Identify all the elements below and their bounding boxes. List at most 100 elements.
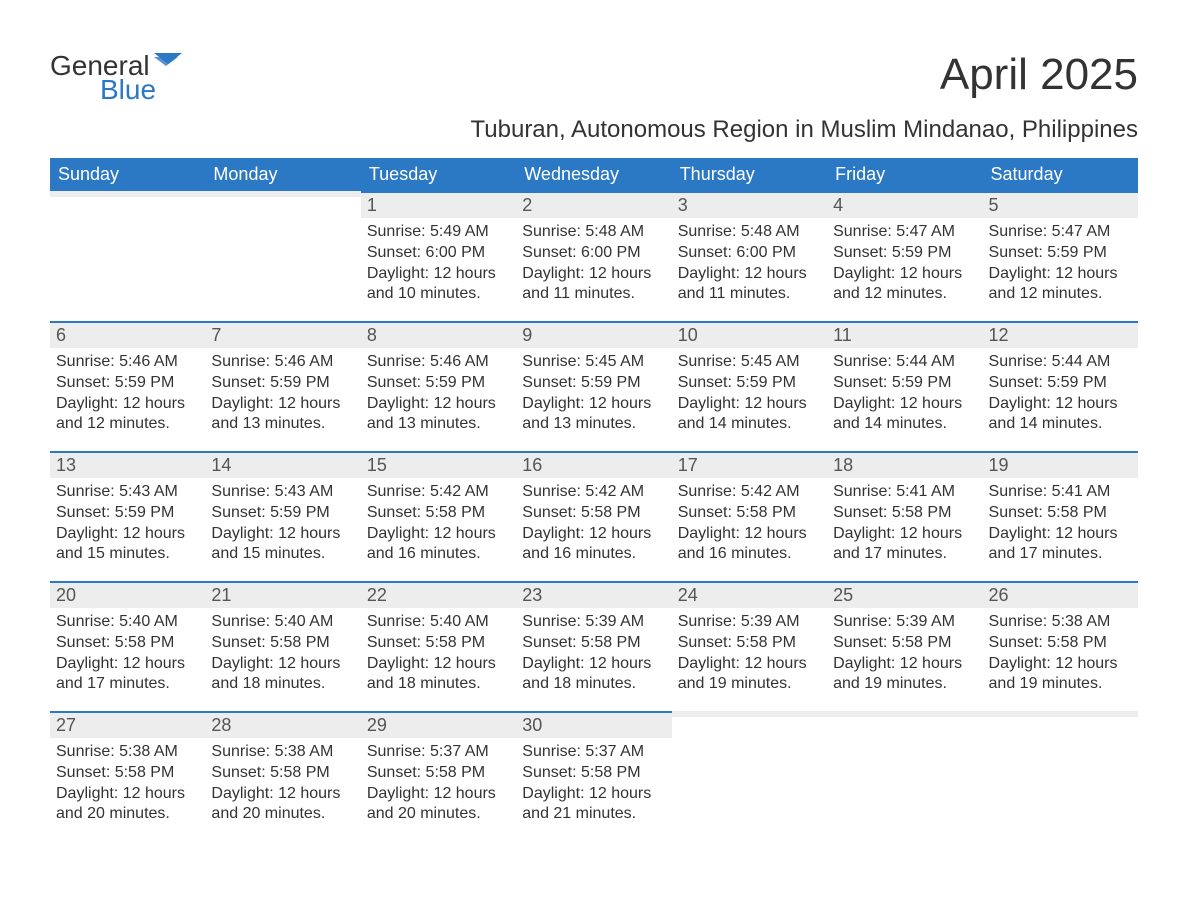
day-line: Sunset: 5:59 PM <box>989 373 1132 394</box>
day-line: Daylight: 12 hours and 16 minutes. <box>678 524 821 566</box>
calendar-cell: 29Sunrise: 5:37 AMSunset: 5:58 PMDayligh… <box>361 711 516 841</box>
calendar-cell: 17 Sunrise: 5:42 AMSunset: 5:58 PMDayligh… <box>672 451 827 581</box>
day-line: Sunrise: 5:45 AM <box>678 352 821 373</box>
day-number: 10 <box>672 321 827 348</box>
calendar-cell: 26Sunrise: 5:38 AMSunset: 5:58 PMDayligh… <box>983 581 1138 711</box>
day-line: Daylight: 12 hours and 11 minutes. <box>522 264 665 306</box>
day-line: Sunrise: 5:48 AM <box>678 222 821 243</box>
day-line: Daylight: 12 hours and 10 minutes. <box>367 264 510 306</box>
calendar-cell: 12Sunrise: 5:44 AMSunset: 5:59 PMDayligh… <box>983 321 1138 451</box>
day-line: Sunrise: 5:42 AM <box>678 482 821 503</box>
calendar-cell: 16Sunrise: 5:42 AMSunset: 5:58 PMDayligh… <box>516 451 671 581</box>
day-number: 17 <box>672 451 827 478</box>
day-body: Sunrise: 5:49 AMSunset: 6:00 PMDaylight:… <box>361 218 516 305</box>
day-line: Sunrise: 5:47 AM <box>989 222 1132 243</box>
day-line: Sunset: 5:59 PM <box>211 373 354 394</box>
calendar-cell: 8Sunrise: 5:46 AMSunset: 5:59 PMDaylight… <box>361 321 516 451</box>
weekday-header: Saturday <box>983 158 1138 191</box>
day-number: 4 <box>827 191 982 218</box>
day-number: 16 <box>516 451 671 478</box>
day-line: Sunset: 5:58 PM <box>211 633 354 654</box>
day-line: Daylight: 12 hours and 20 minutes. <box>56 784 199 826</box>
day-line: Daylight: 12 hours and 17 minutes. <box>56 654 199 696</box>
day-line: Sunset: 5:59 PM <box>989 243 1132 264</box>
day-line: Daylight: 12 hours and 19 minutes. <box>833 654 976 696</box>
day-number: 3 <box>672 191 827 218</box>
calendar-cell: 3Sunrise: 5:48 AMSunset: 6:00 PMDaylight… <box>672 191 827 321</box>
day-line: Sunset: 5:59 PM <box>833 373 976 394</box>
day-line: Sunset: 5:58 PM <box>678 503 821 524</box>
day-line: Sunset: 5:58 PM <box>522 633 665 654</box>
day-line: Daylight: 12 hours and 15 minutes. <box>211 524 354 566</box>
day-line: Sunrise: 5:46 AM <box>367 352 510 373</box>
day-line: Daylight: 12 hours and 12 minutes. <box>833 264 976 306</box>
day-body: Sunrise: 5:48 AMSunset: 6:00 PMDaylight:… <box>516 218 671 305</box>
calendar-week: 20Sunrise: 5:40 AMSunset: 5:58 PMDayligh… <box>50 581 1138 711</box>
day-line: Sunset: 5:58 PM <box>367 633 510 654</box>
day-body: Sunrise: 5:47 AMSunset: 5:59 PMDaylight:… <box>983 218 1138 305</box>
calendar-cell <box>983 711 1138 841</box>
calendar-cell: 23Sunrise: 5:39 AMSunset: 5:58 PMDayligh… <box>516 581 671 711</box>
day-number: 23 <box>516 581 671 608</box>
day-line: Daylight: 12 hours and 19 minutes. <box>678 654 821 696</box>
day-body: Sunrise: 5:43 AMSunset: 5:59 PMDaylight:… <box>50 478 205 565</box>
day-line: Daylight: 12 hours and 17 minutes. <box>833 524 976 566</box>
day-line: Sunrise: 5:46 AM <box>56 352 199 373</box>
day-line: Sunset: 5:58 PM <box>56 633 199 654</box>
day-line: Daylight: 12 hours and 21 minutes. <box>522 784 665 826</box>
day-line: Daylight: 12 hours and 15 minutes. <box>56 524 199 566</box>
weekday-row: SundayMondayTuesdayWednesdayThursdayFrid… <box>50 158 1138 191</box>
day-number: 21 <box>205 581 360 608</box>
day-body: Sunrise: 5:41 AMSunset: 5:58 PMDaylight:… <box>827 478 982 565</box>
day-body: Sunrise: 5:40 AMSunset: 5:58 PMDaylight:… <box>361 608 516 695</box>
header: General Blue April 2025 <box>50 50 1138 106</box>
day-body: Sunrise: 5:44 AMSunset: 5:59 PMDaylight:… <box>827 348 982 435</box>
calendar-cell: 24Sunrise: 5:39 AMSunset: 5:58 PMDayligh… <box>672 581 827 711</box>
calendar-cell: 30Sunrise: 5:37 AMSunset: 5:58 PMDayligh… <box>516 711 671 841</box>
calendar-cell: 4Sunrise: 5:47 AMSunset: 5:59 PMDaylight… <box>827 191 982 321</box>
day-body: Sunrise: 5:42 AMSunset: 5:58 PMDaylight:… <box>516 478 671 565</box>
weekday-header: Monday <box>205 158 360 191</box>
day-body: Sunrise: 5:46 AMSunset: 5:59 PMDaylight:… <box>205 348 360 435</box>
day-line: Daylight: 12 hours and 19 minutes. <box>989 654 1132 696</box>
day-line: Sunset: 5:58 PM <box>989 503 1132 524</box>
day-line: Sunset: 5:59 PM <box>678 373 821 394</box>
day-line: Sunset: 6:00 PM <box>678 243 821 264</box>
logo-text-blue: Blue <box>100 74 156 106</box>
day-body: Sunrise: 5:48 AMSunset: 6:00 PMDaylight:… <box>672 218 827 305</box>
day-line: Sunset: 5:59 PM <box>56 373 199 394</box>
day-line: Sunset: 6:00 PM <box>522 243 665 264</box>
day-line: Sunrise: 5:37 AM <box>367 742 510 763</box>
day-line: Sunrise: 5:40 AM <box>211 612 354 633</box>
day-body: Sunrise: 5:43 AMSunset: 5:59 PMDaylight:… <box>205 478 360 565</box>
day-line: Sunrise: 5:38 AM <box>989 612 1132 633</box>
day-line: Sunset: 5:58 PM <box>522 503 665 524</box>
day-number: 19 <box>983 451 1138 478</box>
calendar-cell <box>672 711 827 841</box>
day-number: 20 <box>50 581 205 608</box>
day-number: 2 <box>516 191 671 218</box>
weekday-header: Wednesday <box>516 158 671 191</box>
calendar-cell: 6Sunrise: 5:46 AMSunset: 5:59 PMDaylight… <box>50 321 205 451</box>
day-line: Sunset: 5:58 PM <box>989 633 1132 654</box>
day-line: Sunrise: 5:43 AM <box>56 482 199 503</box>
calendar-cell: 1Sunrise: 5:49 AMSunset: 6:00 PMDaylight… <box>361 191 516 321</box>
day-line: Daylight: 12 hours and 18 minutes. <box>367 654 510 696</box>
day-body: Sunrise: 5:38 AMSunset: 5:58 PMDaylight:… <box>205 738 360 825</box>
day-number: 27 <box>50 711 205 738</box>
day-number <box>983 711 1138 717</box>
day-line: Sunrise: 5:39 AM <box>522 612 665 633</box>
day-body: Sunrise: 5:38 AMSunset: 5:58 PMDaylight:… <box>983 608 1138 695</box>
day-number: 5 <box>983 191 1138 218</box>
day-line: Daylight: 12 hours and 12 minutes. <box>56 394 199 436</box>
day-body: Sunrise: 5:47 AMSunset: 5:59 PMDaylight:… <box>827 218 982 305</box>
day-number <box>50 191 205 197</box>
day-line: Sunrise: 5:44 AM <box>833 352 976 373</box>
day-body: Sunrise: 5:39 AMSunset: 5:58 PMDaylight:… <box>672 608 827 695</box>
day-body: Sunrise: 5:42 AMSunset: 5:58 PMDaylight:… <box>361 478 516 565</box>
day-body: Sunrise: 5:40 AMSunset: 5:58 PMDaylight:… <box>50 608 205 695</box>
calendar-cell: 21Sunrise: 5:40 AMSunset: 5:58 PMDayligh… <box>205 581 360 711</box>
day-body: Sunrise: 5:39 AMSunset: 5:58 PMDaylight:… <box>827 608 982 695</box>
calendar-cell: 20Sunrise: 5:40 AMSunset: 5:58 PMDayligh… <box>50 581 205 711</box>
day-line: Sunset: 5:58 PM <box>367 503 510 524</box>
